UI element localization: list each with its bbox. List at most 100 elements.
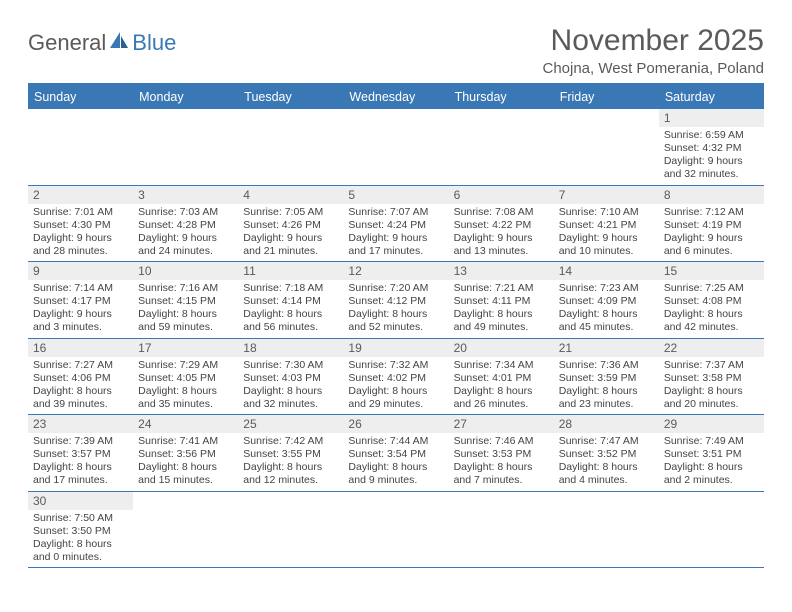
daylight-text: Daylight: 8 hours xyxy=(138,385,233,398)
sunrise-text: Sunrise: 7:34 AM xyxy=(454,359,549,372)
sunrise-text: Sunrise: 7:20 AM xyxy=(348,282,443,295)
calendar-cell: 6Sunrise: 7:08 AMSunset: 4:22 PMDaylight… xyxy=(449,185,554,262)
calendar-cell xyxy=(133,491,238,568)
day-number: 4 xyxy=(238,186,343,204)
day-number: 18 xyxy=(238,339,343,357)
calendar-cell: 7Sunrise: 7:10 AMSunset: 4:21 PMDaylight… xyxy=(554,185,659,262)
day-info: Sunrise: 7:47 AMSunset: 3:52 PMDaylight:… xyxy=(554,433,659,491)
day-number: 6 xyxy=(449,186,554,204)
calendar-row: 16Sunrise: 7:27 AMSunset: 4:06 PMDayligh… xyxy=(28,338,764,415)
sunset-text: Sunset: 3:57 PM xyxy=(33,448,128,461)
day-info: Sunrise: 7:10 AMSunset: 4:21 PMDaylight:… xyxy=(554,204,659,262)
daylight-text: and 17 minutes. xyxy=(33,474,128,487)
day-info: Sunrise: 7:01 AMSunset: 4:30 PMDaylight:… xyxy=(28,204,133,262)
calendar-cell: 14Sunrise: 7:23 AMSunset: 4:09 PMDayligh… xyxy=(554,262,659,339)
daylight-text: Daylight: 8 hours xyxy=(559,308,654,321)
day-number: 11 xyxy=(238,262,343,280)
daylight-text: and 3 minutes. xyxy=(33,321,128,334)
calendar-row: 9 Sunrise: 7:14 AMSunset: 4:17 PM Daylight… xyxy=(28,262,764,339)
sunrise-text: Sunrise: 7:41 AM xyxy=(138,435,233,448)
sunset-text: Sunset: 4:17 PM xyxy=(33,295,128,308)
daylight-text: and 9 minutes. xyxy=(348,474,443,487)
daylight-text: Daylight: 8 hours xyxy=(33,461,128,474)
sunset-text: Sunset: 4:26 PM xyxy=(243,219,338,232)
sunrise-text: Sunrise: 7:12 AM xyxy=(664,206,759,219)
day-info: Sunrise: 7:08 AMSunset: 4:22 PMDaylight:… xyxy=(449,204,554,262)
calendar-cell: 13Sunrise: 7:21 AMSunset: 4:11 PMDayligh… xyxy=(449,262,554,339)
calendar-cell: 16Sunrise: 7:27 AMSunset: 4:06 PMDayligh… xyxy=(28,338,133,415)
daylight-text: and 56 minutes. xyxy=(243,321,338,334)
sunset-text: Sunset: 4:22 PM xyxy=(454,219,549,232)
calendar-cell: 28Sunrise: 7:47 AMSunset: 3:52 PMDayligh… xyxy=(554,415,659,492)
calendar-cell: 26Sunrise: 7:44 AMSunset: 3:54 PMDayligh… xyxy=(343,415,448,492)
calendar-cell: 18Sunrise: 7:30 AMSunset: 4:03 PMDayligh… xyxy=(238,338,343,415)
sunset-text: Sunset: 4:28 PM xyxy=(138,219,233,232)
sunrise-text: Sunrise: 7:07 AM xyxy=(348,206,443,219)
day-info: Sunrise: 7:49 AMSunset: 3:51 PMDaylight:… xyxy=(659,433,764,491)
day-number: 12 xyxy=(343,262,448,280)
day-info: Sunrise: 7:20 AMSunset: 4:12 PMDaylight:… xyxy=(343,280,448,338)
daylight-text: and 35 minutes. xyxy=(138,398,233,411)
daylight-text: Daylight: 8 hours xyxy=(664,308,759,321)
daylight-text: Daylight: 8 hours xyxy=(243,461,338,474)
day-info: Sunrise: 7:23 AMSunset: 4:09 PMDaylight:… xyxy=(554,280,659,338)
calendar-table: Sunday Monday Tuesday Wednesday Thursday… xyxy=(28,83,764,568)
sunrise-text: Sunrise: 7:18 AM xyxy=(243,282,338,295)
daylight-text: Daylight: 8 hours xyxy=(33,538,128,551)
calendar-cell: 15Sunrise: 7:25 AMSunset: 4:08 PMDayligh… xyxy=(659,262,764,339)
day-number: 28 xyxy=(554,415,659,433)
sunrise-text: Sunrise: 7:39 AM xyxy=(33,435,128,448)
day-number: 7 xyxy=(554,186,659,204)
day-number: 10 xyxy=(133,262,238,280)
calendar-cell: 27Sunrise: 7:46 AMSunset: 3:53 PMDayligh… xyxy=(449,415,554,492)
day-info: Sunrise: 7:32 AMSunset: 4:02 PMDaylight:… xyxy=(343,357,448,415)
daylight-text: and 23 minutes. xyxy=(559,398,654,411)
page-title: November 2025 xyxy=(542,24,764,58)
day-info: Sunrise: 7:27 AMSunset: 4:06 PMDaylight:… xyxy=(28,357,133,415)
day-number: 23 xyxy=(28,415,133,433)
day-info: Sunrise: 7:37 AMSunset: 3:58 PMDaylight:… xyxy=(659,357,764,415)
calendar-cell xyxy=(238,109,343,185)
day-info: Sunrise: 7:41 AMSunset: 3:56 PMDaylight:… xyxy=(133,433,238,491)
daylight-text: and 15 minutes. xyxy=(138,474,233,487)
daylight-text: and 0 minutes. xyxy=(33,551,128,564)
day-info: Sunrise: 7:30 AMSunset: 4:03 PMDaylight:… xyxy=(238,357,343,415)
day-header: Sunday xyxy=(28,84,133,109)
daylight-text: Daylight: 9 hours xyxy=(348,232,443,245)
daylight-text: and 24 minutes. xyxy=(138,245,233,258)
daylight-text: Daylight: 8 hours xyxy=(664,385,759,398)
sunset-text: Sunset: 3:54 PM xyxy=(348,448,443,461)
day-number: 21 xyxy=(554,339,659,357)
day-number: 30 xyxy=(28,492,133,510)
daylight-text: Daylight: 8 hours xyxy=(664,461,759,474)
daylight-text: and 6 minutes. xyxy=(664,245,759,258)
sunrise-text: Sunrise: 7:27 AM xyxy=(33,359,128,372)
day-number: 14 xyxy=(554,262,659,280)
calendar-cell xyxy=(554,491,659,568)
day-number: 9 xyxy=(28,262,133,280)
sunrise-text: Sunrise: 7:32 AM xyxy=(348,359,443,372)
sunset-text: Sunset: 3:56 PM xyxy=(138,448,233,461)
day-number: 22 xyxy=(659,339,764,357)
sunset-text: Sunset: 4:02 PM xyxy=(348,372,443,385)
sunrise-text: Sunrise: 7:14 AM xyxy=(33,282,128,295)
sunset-text: Sunset: 4:24 PM xyxy=(348,219,443,232)
daylight-text: Daylight: 8 hours xyxy=(559,461,654,474)
brand-logo: General Blue xyxy=(28,24,176,56)
sunrise-text: Sunrise: 6:59 AM xyxy=(664,129,759,142)
daylight-text: and 21 minutes. xyxy=(243,245,338,258)
calendar-cell: 1Sunrise: 6:59 AMSunset: 4:32 PMDaylight… xyxy=(659,109,764,185)
calendar-cell: 20Sunrise: 7:34 AMSunset: 4:01 PMDayligh… xyxy=(449,338,554,415)
day-header: Wednesday xyxy=(343,84,448,109)
calendar-cell: 24Sunrise: 7:41 AMSunset: 3:56 PMDayligh… xyxy=(133,415,238,492)
calendar-cell: 11Sunrise: 7:18 AMSunset: 4:14 PMDayligh… xyxy=(238,262,343,339)
sunrise-text: Sunrise: 7:21 AM xyxy=(454,282,549,295)
sunrise-text: Sunrise: 7:42 AM xyxy=(243,435,338,448)
calendar-cell xyxy=(449,491,554,568)
daylight-text: Daylight: 8 hours xyxy=(348,308,443,321)
day-header: Thursday xyxy=(449,84,554,109)
sunset-text: Sunset: 3:55 PM xyxy=(243,448,338,461)
sunset-text: Sunset: 3:59 PM xyxy=(559,372,654,385)
calendar-cell xyxy=(343,491,448,568)
daylight-text: Daylight: 8 hours xyxy=(138,461,233,474)
